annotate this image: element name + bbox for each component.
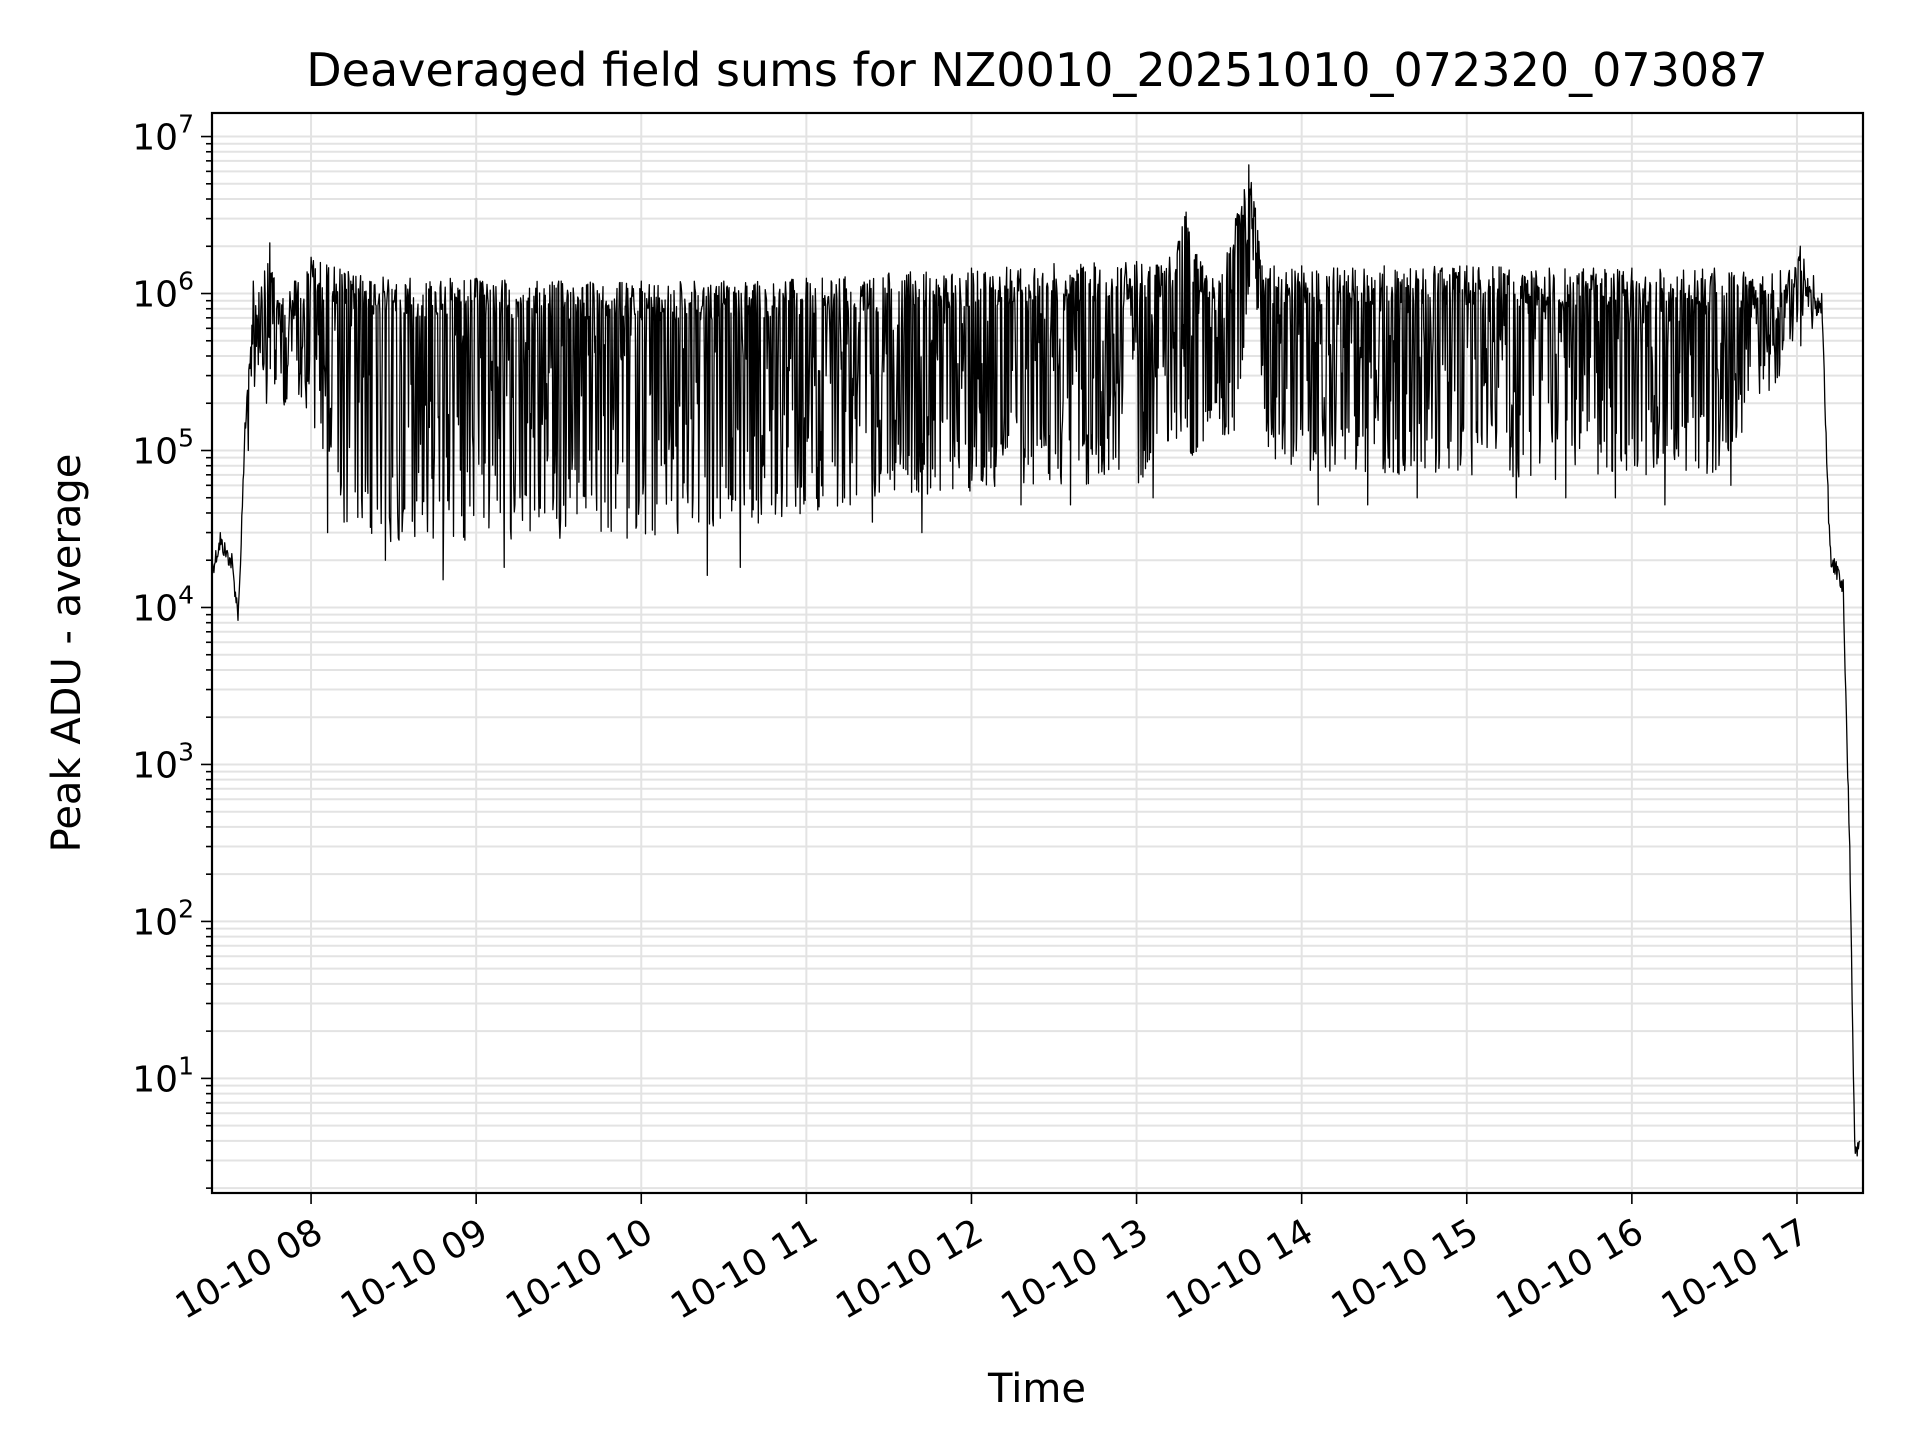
plot-area	[211, 164, 1861, 1157]
y-axis: 101 102 103 104 105 106 107	[132, 110, 212, 1189]
grid	[212, 113, 1863, 1193]
y-tick-label: 101	[132, 1051, 194, 1100]
x-axis-label: Time	[987, 1366, 1086, 1412]
y-tick-label: 104	[132, 580, 194, 629]
chart-title: Deaveraged field sums for NZ0010_2025101…	[306, 43, 1767, 97]
y-axis-label: Peak ADU - average	[44, 454, 90, 853]
plot-frame	[210, 111, 1865, 1195]
series-line	[211, 164, 1861, 1157]
y-tick-label: 106	[132, 267, 194, 316]
y-tick-label: 103	[132, 737, 194, 786]
y-tick-label: 107	[132, 110, 194, 159]
y-tick-label: 102	[132, 894, 194, 943]
y-tick-label: 105	[132, 424, 194, 473]
